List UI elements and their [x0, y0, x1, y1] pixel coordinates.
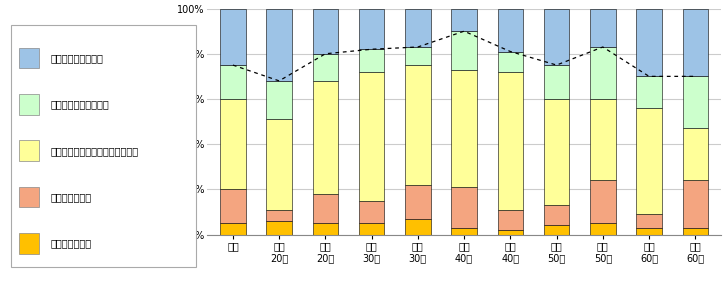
- FancyBboxPatch shape: [19, 233, 39, 254]
- Bar: [683, 9, 708, 76]
- Bar: [590, 223, 616, 235]
- Bar: [683, 228, 708, 235]
- Bar: [405, 65, 430, 185]
- Bar: [312, 54, 338, 81]
- Bar: [405, 185, 430, 219]
- Bar: [220, 99, 245, 189]
- Bar: [451, 9, 477, 31]
- Bar: [498, 230, 523, 235]
- FancyBboxPatch shape: [19, 94, 39, 115]
- Bar: [220, 189, 245, 223]
- Bar: [405, 219, 430, 235]
- Bar: [220, 65, 245, 99]
- Bar: [451, 187, 477, 228]
- Bar: [544, 225, 569, 235]
- Bar: [312, 194, 338, 223]
- Text: あまり利用したくない: あまり利用したくない: [50, 100, 109, 109]
- Bar: [636, 214, 662, 228]
- Bar: [636, 9, 662, 76]
- Bar: [312, 223, 338, 235]
- Bar: [683, 128, 708, 180]
- Bar: [405, 47, 430, 65]
- Bar: [312, 81, 338, 194]
- Text: ぜひ利用したい: ぜひ利用したい: [50, 239, 92, 248]
- Bar: [498, 72, 523, 210]
- Text: 全く利用したくない: 全く利用したくない: [50, 53, 103, 63]
- Bar: [312, 9, 338, 54]
- Text: どちらともいえない・わからない: どちらともいえない・わからない: [50, 146, 138, 156]
- Bar: [683, 76, 708, 128]
- Bar: [220, 9, 245, 65]
- Bar: [451, 69, 477, 187]
- Bar: [359, 49, 384, 72]
- Bar: [590, 9, 616, 47]
- Bar: [220, 223, 245, 235]
- Bar: [544, 65, 569, 99]
- Bar: [683, 180, 708, 228]
- Bar: [451, 228, 477, 235]
- Bar: [590, 99, 616, 180]
- Bar: [405, 9, 430, 47]
- Bar: [636, 108, 662, 214]
- Bar: [266, 210, 292, 221]
- Bar: [636, 228, 662, 235]
- Bar: [544, 9, 569, 65]
- Bar: [498, 9, 523, 51]
- Bar: [359, 223, 384, 235]
- FancyBboxPatch shape: [11, 25, 196, 267]
- Bar: [590, 180, 616, 223]
- Bar: [266, 9, 292, 81]
- Bar: [359, 72, 384, 201]
- Bar: [544, 99, 569, 205]
- FancyBboxPatch shape: [19, 187, 39, 207]
- FancyBboxPatch shape: [19, 48, 39, 68]
- Bar: [590, 47, 616, 99]
- Bar: [451, 31, 477, 69]
- Bar: [544, 205, 569, 225]
- Bar: [636, 76, 662, 108]
- Bar: [266, 119, 292, 210]
- FancyBboxPatch shape: [19, 140, 39, 161]
- Text: まあ利用したい: まあ利用したい: [50, 192, 92, 202]
- Bar: [359, 201, 384, 223]
- Bar: [498, 210, 523, 230]
- Bar: [266, 81, 292, 119]
- Bar: [359, 9, 384, 49]
- Bar: [498, 51, 523, 72]
- Bar: [266, 221, 292, 235]
